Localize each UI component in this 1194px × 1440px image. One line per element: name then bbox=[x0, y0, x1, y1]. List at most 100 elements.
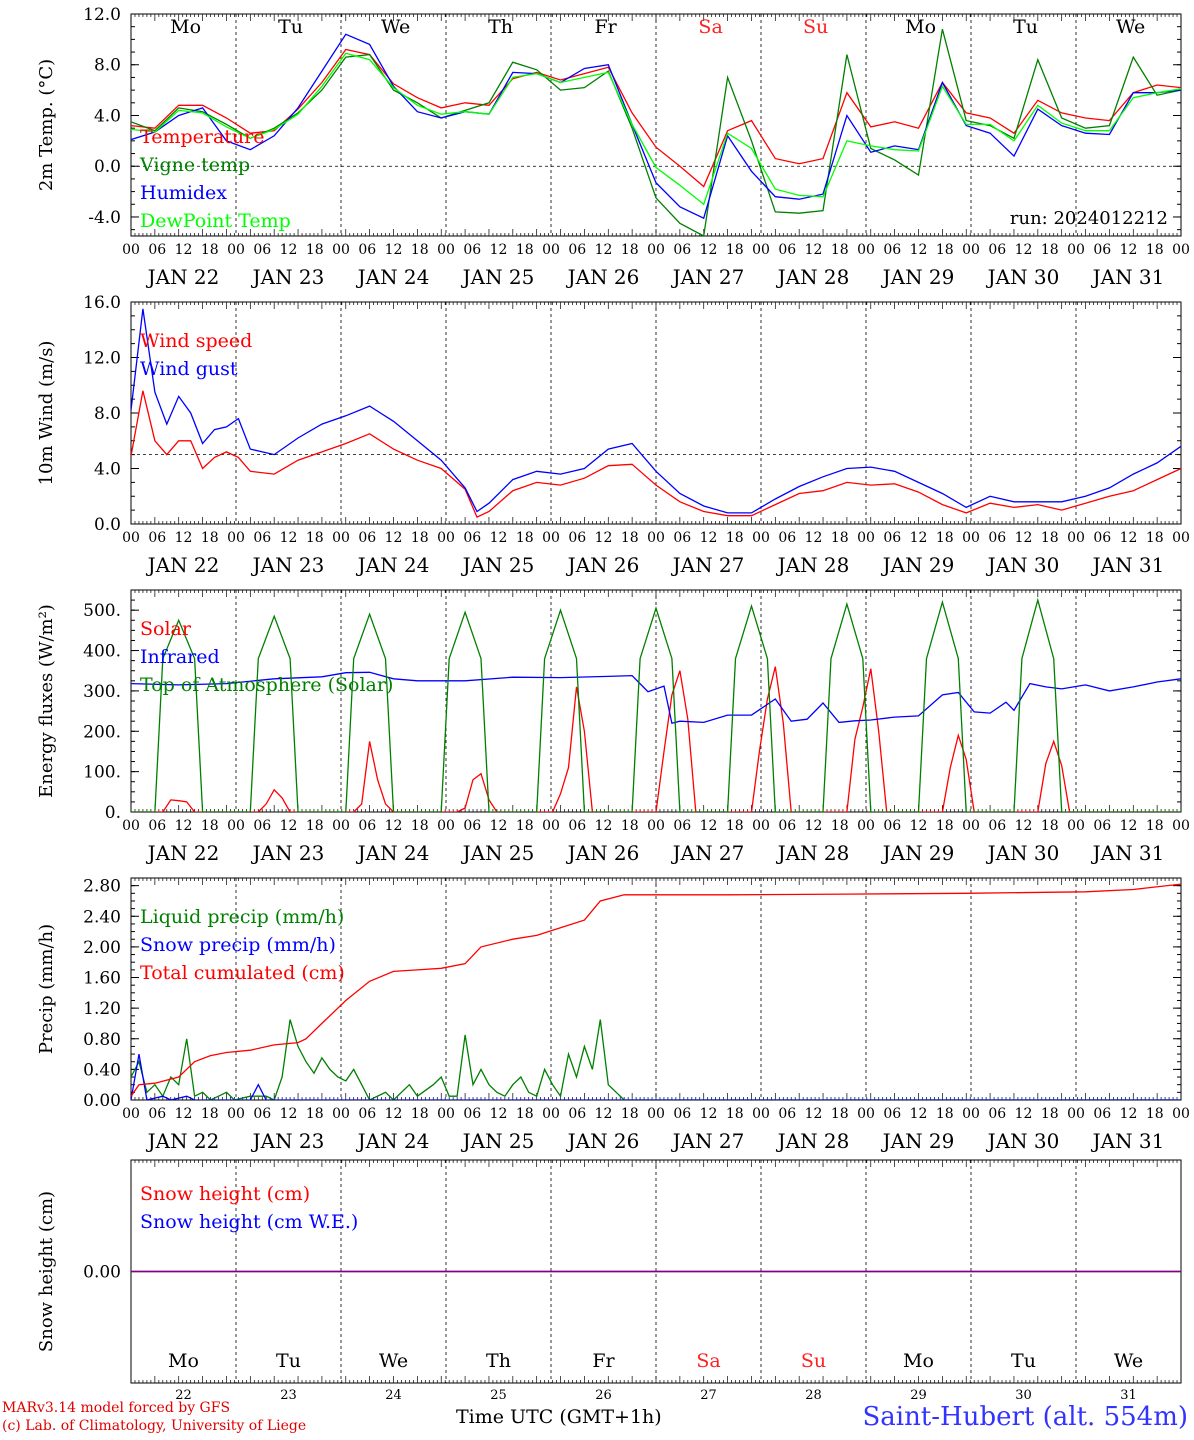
date-label: JAN 27 bbox=[671, 841, 745, 865]
credit-line: (c) Lab. of Climatology, University of L… bbox=[2, 1418, 307, 1434]
hour-tick-label: 06 bbox=[358, 242, 376, 258]
hour-tick-label: 00 bbox=[122, 818, 140, 834]
hour-tick-label: 00 bbox=[857, 818, 875, 834]
legend-entry: Liquid precip (mm/h) bbox=[140, 906, 344, 928]
date-label: JAN 27 bbox=[671, 265, 745, 289]
hour-tick-label: 12 bbox=[1120, 530, 1138, 546]
y-tick-label: 0.0 bbox=[94, 157, 121, 177]
date-label: JAN 25 bbox=[461, 265, 535, 289]
weekday-label: Sa bbox=[698, 16, 722, 38]
y-tick-label: 4.0 bbox=[94, 460, 121, 480]
hour-tick-label: 12 bbox=[595, 242, 613, 258]
series-line-top-of-atmosphere-solar- bbox=[131, 597, 1181, 812]
date-label: JAN 29 bbox=[881, 841, 955, 865]
x-axis-title: Time UTC (GMT+1h) bbox=[456, 1406, 662, 1428]
date-label: JAN 23 bbox=[251, 1129, 325, 1153]
date-label: JAN 28 bbox=[776, 841, 850, 865]
date-label: JAN 28 bbox=[776, 1129, 850, 1153]
legend-entry: Humidex bbox=[140, 182, 227, 204]
hour-tick-label: 06 bbox=[463, 242, 481, 258]
hour-tick-label: 12 bbox=[805, 530, 823, 546]
hour-tick-label: 12 bbox=[490, 530, 508, 546]
hour-tick-label: 00 bbox=[437, 242, 455, 258]
hour-tick-label: 18 bbox=[621, 818, 639, 834]
hour-tick-label: 12 bbox=[910, 818, 928, 834]
weekday-label: Su bbox=[803, 16, 828, 38]
hour-tick-label: 18 bbox=[831, 242, 849, 258]
hour-tick-label: 06 bbox=[988, 1106, 1006, 1122]
weekday-label: Mo bbox=[170, 16, 201, 38]
hour-tick-label: 12 bbox=[910, 530, 928, 546]
y-axis-label: Energy fluxes (W/m²) bbox=[36, 604, 57, 798]
panel-temperature bbox=[130, 13, 1182, 237]
date-label: JAN 29 bbox=[881, 553, 955, 577]
hour-tick-label: 06 bbox=[568, 818, 586, 834]
hour-tick-label: 06 bbox=[988, 242, 1006, 258]
hour-tick-label: 00 bbox=[122, 242, 140, 258]
y-tick-label: 0.00 bbox=[83, 1091, 121, 1111]
hour-tick-label: 12 bbox=[700, 818, 718, 834]
hour-tick-label: 12 bbox=[805, 1106, 823, 1122]
hour-tick-label: 18 bbox=[516, 1106, 534, 1122]
hour-tick-label: 18 bbox=[1041, 530, 1059, 546]
hour-tick-label: 00 bbox=[332, 530, 350, 546]
hour-tick-label: 06 bbox=[568, 1106, 586, 1122]
date-label: JAN 31 bbox=[1091, 841, 1165, 865]
weekday-label: We bbox=[1114, 1350, 1143, 1372]
hour-tick-label: 06 bbox=[883, 242, 901, 258]
model-line: MARv3.14 model forced by GFS bbox=[2, 1400, 231, 1416]
hour-tick-label: 00 bbox=[647, 530, 665, 546]
hour-tick-label: 06 bbox=[673, 242, 691, 258]
hour-tick-label: 06 bbox=[253, 1106, 271, 1122]
hour-tick-label: 12 bbox=[700, 242, 718, 258]
hour-tick-label: 18 bbox=[726, 818, 744, 834]
hour-tick-label: 12 bbox=[1120, 1106, 1138, 1122]
hour-tick-label: 18 bbox=[516, 530, 534, 546]
hour-tick-label: 00 bbox=[122, 1106, 140, 1122]
weekday-label: Tu bbox=[1013, 16, 1038, 38]
date-label: JAN 24 bbox=[356, 841, 430, 865]
y-tick-label: 500. bbox=[83, 601, 121, 621]
y-axis-label: Precip (mm/h) bbox=[36, 924, 57, 1054]
hour-tick-label: 00 bbox=[332, 1106, 350, 1122]
date-label: JAN 28 bbox=[776, 553, 850, 577]
weekday-label: We bbox=[379, 1350, 408, 1372]
series-line-snow-precip-mm-h- bbox=[131, 1053, 1181, 1100]
hour-tick-label: 18 bbox=[201, 1106, 219, 1122]
hour-tick-label: 12 bbox=[175, 242, 193, 258]
hour-tick-label: 12 bbox=[595, 818, 613, 834]
hour-tick-label: 18 bbox=[516, 242, 534, 258]
date-label: JAN 25 bbox=[461, 841, 535, 865]
hour-tick-label: 00 bbox=[857, 1106, 875, 1122]
hour-tick-label: 18 bbox=[411, 242, 429, 258]
day-number-label: 29 bbox=[910, 1388, 927, 1403]
weekday-label: Fr bbox=[592, 1350, 615, 1372]
y-tick-label: 1.60 bbox=[83, 969, 121, 989]
date-label: JAN 30 bbox=[986, 841, 1060, 865]
hour-tick-label: 18 bbox=[726, 530, 744, 546]
hour-tick-label: 12 bbox=[280, 1106, 298, 1122]
hour-tick-label: 18 bbox=[1146, 242, 1164, 258]
hour-tick-label: 00 bbox=[122, 530, 140, 546]
hour-tick-label: 00 bbox=[1067, 818, 1085, 834]
y-tick-label: 0.0 bbox=[94, 515, 121, 535]
legend-entry: Temperature bbox=[140, 126, 264, 148]
hour-tick-label: 06 bbox=[463, 1106, 481, 1122]
hour-tick-label: 06 bbox=[358, 1106, 376, 1122]
hour-tick-label: 12 bbox=[490, 818, 508, 834]
y-tick-label: 2.40 bbox=[83, 907, 121, 927]
hour-tick-label: 18 bbox=[1146, 530, 1164, 546]
hour-tick-label: 06 bbox=[778, 242, 796, 258]
day-number-label: 27 bbox=[700, 1388, 717, 1403]
weekday-label: Fr bbox=[594, 16, 617, 38]
date-label: JAN 26 bbox=[566, 1129, 640, 1153]
weekday-label: We bbox=[1116, 16, 1145, 38]
date-label: JAN 26 bbox=[566, 265, 640, 289]
hour-tick-label: 06 bbox=[148, 530, 166, 546]
hour-tick-label: 12 bbox=[175, 530, 193, 546]
day-number-label: 23 bbox=[280, 1388, 297, 1403]
date-label: JAN 28 bbox=[776, 265, 850, 289]
date-label: JAN 27 bbox=[671, 553, 745, 577]
hour-tick-label: 00 bbox=[1172, 1106, 1190, 1122]
hour-tick-label: 06 bbox=[883, 530, 901, 546]
